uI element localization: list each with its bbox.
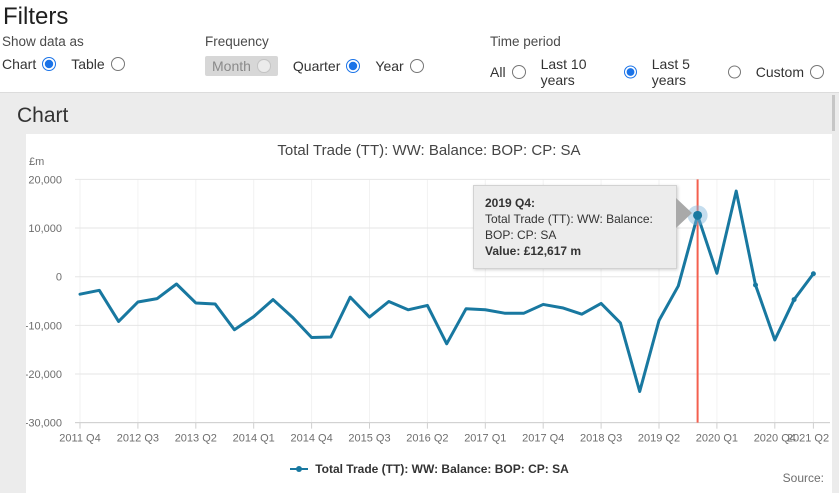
chart-title: Total Trade (TT): WW: Balance: BOP: CP: … bbox=[277, 142, 581, 159]
filters-title: Filters bbox=[3, 3, 69, 30]
x-axis-tick-label: 2018 Q3 bbox=[580, 433, 622, 445]
x-axis-tick-label: 2015 Q3 bbox=[348, 433, 390, 445]
option-all[interactable]: All bbox=[490, 64, 526, 80]
highlighted-data-point[interactable] bbox=[693, 210, 703, 220]
source-label: Source: bbox=[782, 471, 824, 485]
show-data-as-label: Show data as bbox=[2, 34, 84, 49]
y-axis-tick-label: 10,000 bbox=[28, 223, 62, 235]
option-month: Month bbox=[205, 56, 278, 76]
series-line[interactable] bbox=[78, 189, 815, 394]
option-year[interactable]: Year bbox=[375, 58, 424, 74]
data-point-marker[interactable] bbox=[791, 297, 797, 303]
x-axis-tick-label: 2020 Q1 bbox=[696, 433, 738, 445]
show-data-as-options: Chart Table bbox=[2, 56, 140, 72]
y-axis-tick-label: -10,000 bbox=[26, 320, 62, 332]
option-label-all: All bbox=[490, 64, 506, 80]
tooltip-value: Value: £12,617 m bbox=[485, 244, 582, 258]
option-label-quarter: Quarter bbox=[292, 58, 341, 74]
y-axis-tick-label: -20,000 bbox=[26, 369, 62, 381]
y-axis-unit-label: £m bbox=[29, 156, 44, 168]
frequency-label: Frequency bbox=[205, 34, 269, 49]
chart-box: 20,000 10,000 0 -10,000 -20,000 -30,000 £m 2011… bbox=[26, 134, 832, 500]
option-chart[interactable]: Chart bbox=[2, 56, 57, 72]
x-axis-tick-label: 2013 Q2 bbox=[175, 433, 217, 445]
month-radio bbox=[256, 59, 271, 73]
frequency-group: Frequency Month Quarter Year bbox=[205, 34, 439, 76]
option-last-5-years[interactable]: Last 5 years bbox=[652, 56, 741, 88]
x-axis-tick-label: 2012 Q3 bbox=[117, 433, 159, 445]
tooltip-arrow-icon bbox=[676, 198, 692, 228]
trade-balance-line-chart[interactable]: 20,000 10,000 0 -10,000 -20,000 -30,000 £m 2011… bbox=[26, 134, 832, 456]
data-point-marker[interactable] bbox=[810, 271, 816, 277]
quarter-radio[interactable] bbox=[346, 59, 361, 73]
custom-radio[interactable] bbox=[810, 65, 824, 79]
x-axis-tick-label: 2020 Q4 bbox=[754, 433, 796, 445]
legend-label: Total Trade (TT): WW: Balance: BOP: CP: … bbox=[315, 462, 569, 476]
table-radio[interactable] bbox=[110, 57, 125, 71]
x-axis-tick-label: 2016 Q2 bbox=[406, 433, 448, 445]
legend-line-marker-icon bbox=[290, 466, 309, 472]
chart-radio[interactable] bbox=[42, 57, 57, 71]
last-5-years-radio[interactable] bbox=[727, 65, 741, 79]
time-period-label: Time period bbox=[490, 34, 561, 49]
legend: Total Trade (TT): WW: Balance: BOP: CP: … bbox=[26, 462, 832, 476]
option-label-year: Year bbox=[375, 58, 404, 74]
option-label-custom: Custom bbox=[755, 64, 804, 80]
option-last-10-years[interactable]: Last 10 years bbox=[541, 56, 637, 88]
show-data-as-group: Show data as Chart Table bbox=[2, 34, 140, 72]
chart-section-heading: Chart bbox=[17, 104, 69, 127]
x-axis-tick-label: 2014 Q1 bbox=[233, 433, 275, 445]
all-radio[interactable] bbox=[511, 65, 526, 79]
option-label-last-10-years: Last 10 years bbox=[540, 56, 587, 88]
x-axis-tick-label: 2017 Q1 bbox=[464, 433, 506, 445]
time-period-group: Time period All Last 10 years Last 5 years… bbox=[490, 34, 839, 88]
y-axis-tick-label: 20,000 bbox=[28, 174, 62, 186]
option-label-chart: Chart bbox=[2, 56, 37, 72]
x-axis-tick-label: 2017 Q4 bbox=[522, 433, 564, 445]
option-table[interactable]: Table bbox=[71, 56, 125, 72]
x-axis-tick-label: 2021 Q2 bbox=[787, 433, 829, 445]
hover-tooltip: 2019 Q4: Total Trade (TT): WW: Balance: … bbox=[473, 185, 692, 269]
tooltip-period: 2019 Q4: bbox=[485, 196, 536, 210]
data-point-marker[interactable] bbox=[753, 282, 758, 288]
legend-item-total-trade[interactable]: Total Trade (TT): WW: Balance: BOP: CP: … bbox=[289, 462, 569, 476]
x-axis-tick-label: 2014 Q4 bbox=[290, 433, 332, 445]
y-axis-tick-label: -30,000 bbox=[26, 418, 62, 430]
frequency-options: Month Quarter Year bbox=[205, 56, 439, 76]
option-custom[interactable]: Custom bbox=[756, 64, 824, 80]
option-label-last-5-years: Last 5 years bbox=[651, 56, 690, 88]
right-edge-scrollbar[interactable] bbox=[832, 95, 835, 131]
option-label-table: Table bbox=[71, 56, 105, 72]
tooltip-series-name: Total Trade (TT): WW: Balance: BOP: CP: … bbox=[485, 212, 653, 242]
time-period-options: All Last 10 years Last 5 years Custom bbox=[490, 56, 839, 88]
x-axis-tick-label: 2011 Q4 bbox=[59, 433, 100, 445]
option-quarter[interactable]: Quarter bbox=[292, 58, 361, 74]
option-label-month: Month bbox=[212, 58, 251, 74]
x-axis-tick-label: 2019 Q2 bbox=[638, 433, 680, 445]
chart-panel: Chart 20,000 10,000 0 -10,000 -20,000 -30,000… bbox=[0, 92, 839, 500]
year-radio[interactable] bbox=[409, 59, 424, 73]
y-axis-tick-label: 0 bbox=[56, 272, 62, 284]
last-10-years-radio[interactable] bbox=[623, 65, 637, 79]
